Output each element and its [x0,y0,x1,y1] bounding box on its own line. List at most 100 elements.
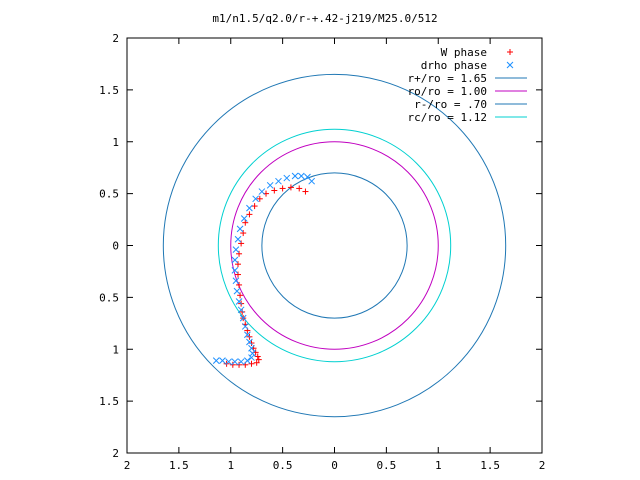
drho-phase-point [236,225,244,233]
reference-circles [162,73,507,418]
point-stroke [212,357,220,365]
point-stroke [266,181,274,189]
drho-phase-point [304,173,311,181]
w-phase-point [287,184,294,191]
drho-phase-point [258,188,266,195]
legend-label-0: W phase [441,46,487,59]
point-stroke [236,225,244,233]
legend-marker-1 [506,61,514,69]
y-tick-label: 2 [112,32,119,45]
x-tick-label: 2 [124,459,131,472]
w-phase-point [302,188,309,195]
drho-phase-point [241,323,249,330]
drho-phase-point [233,287,241,295]
drho-phase-point [240,215,248,222]
w-phase-point [229,361,236,368]
legend-label-1: drho phase [421,59,487,72]
circle-3 [230,141,439,350]
legend-label-2: r+/ro = 1.65 [408,72,487,85]
w-phase-point [240,230,247,237]
w-phase-point [235,261,242,268]
circle-5 [217,128,452,363]
point-stroke [219,357,226,365]
point-stroke [231,358,239,366]
w-phase-point [256,195,263,202]
drho-phase-point [231,358,239,366]
point-stroke [237,358,245,366]
x-tick-label: 1 [227,459,234,472]
drho-phase-point [291,172,299,180]
drho-phase-point [248,344,255,352]
legend-label-3: ro/ro = 1.00 [408,85,487,98]
legend-label-4: r-/ro = .70 [414,98,487,111]
w-phase-point [236,361,243,368]
x-tick-label: 0.5 [376,459,396,472]
drho-phase-point [248,354,255,361]
point-stroke [243,331,251,339]
point-stroke [240,215,248,222]
y-tick-label: 1.5 [99,84,119,97]
point-stroke [258,188,266,195]
drho-phase-point [231,267,239,274]
w-phase-point [248,360,255,367]
w-phase-point [236,281,243,288]
w-phase-point [271,187,278,194]
point-stroke [308,177,316,185]
drho-phase-point [252,195,260,203]
y-tick-label: 1 [112,343,119,356]
drho-phase-point [212,357,220,365]
drho-phase-point [246,338,253,346]
drho-phase-point [219,357,226,365]
drho-phase-point [237,358,245,366]
point-stroke [291,172,299,180]
drho-phase-point [232,277,240,285]
w-phase-point [251,203,258,210]
y-tick-label: 0.5 [99,188,119,201]
w-phase-point [253,359,260,366]
point-stroke [231,267,239,274]
point-stroke [241,323,249,330]
legend-label-5: rc/ro = 1.12 [408,111,487,124]
point-stroke [225,358,233,366]
x-tick-label: 1.5 [169,459,189,472]
w-phase-point [296,185,303,192]
w-phase-point [242,219,249,226]
drho-phase-point [225,358,233,366]
point-stroke [231,256,239,264]
point-stroke [304,173,311,181]
drho-phase-point [283,174,291,182]
y-tick-label: 0.5 [99,291,119,304]
drho-phase-point [243,331,251,339]
x-tick-label: 0 [331,459,338,472]
drho-phase-point [243,357,251,365]
point-stroke [248,354,255,361]
x-tick-label: 0.5 [273,459,293,472]
drho-phase-point [275,177,282,185]
axis-ticks: 2 1.5 1 0.5 0 0.5 1 1.5 221.510.500.511.52 [99,32,545,472]
drho-phase-point [249,350,256,357]
y-tick-label: 1.5 [99,395,119,408]
point-stroke [243,357,251,365]
point-stroke [283,174,291,182]
w-phase-point [246,211,253,218]
chart-title: m1/n1.5/q2.0/r-+.42-j219/M25.0/512 [212,12,437,25]
y-tick-label: 1 [112,136,119,149]
w-phase-point [254,353,261,360]
drho-phase-point [231,256,239,264]
x-tick-label: 1.5 [480,459,500,472]
phase-points [212,172,316,368]
point-stroke [232,246,240,254]
drho-phase-point [235,298,243,305]
point-stroke [246,338,253,346]
point-stroke [252,195,260,203]
w-phase-point [279,185,286,192]
w-phase-point [255,356,262,363]
point-stroke [275,177,282,185]
w-phase-point [237,292,244,299]
y-tick-label: 0 [112,240,119,253]
drho-phase-point [232,246,240,254]
x-tick-label: 2 [539,459,546,472]
drho-phase-point [246,204,253,212]
point-stroke [233,287,241,295]
